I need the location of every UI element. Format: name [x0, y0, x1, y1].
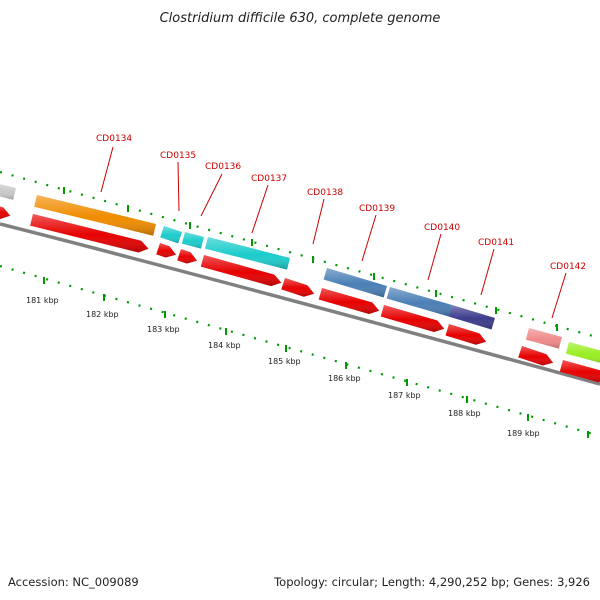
cds-arrow[interactable]: [200, 255, 282, 287]
cds-arrow[interactable]: [318, 288, 380, 314]
map-title: Clostridium difficile 630, complete geno…: [160, 11, 441, 26]
leader-line: [100, 146, 114, 193]
gene-label-cd0137[interactable]: CD0137: [251, 174, 287, 184]
gene-bar-cd0142[interactable]: [525, 328, 562, 349]
gene-label-cd0138[interactable]: CD0138: [307, 188, 343, 198]
gene-bar-left-edge[interactable]: [0, 183, 16, 200]
cds-arrow[interactable]: [559, 360, 600, 383]
gene-bar-cd0137[interactable]: [205, 237, 290, 270]
gene-bar-cd0135[interactable]: [160, 226, 182, 244]
kbp-label: 189 kbp: [507, 429, 540, 438]
gene-track: [0, 183, 600, 365]
gene-bar-cd0136[interactable]: [181, 232, 204, 249]
kbp-label: 181 kbp: [26, 296, 59, 305]
cds-track: [0, 205, 600, 383]
gene-bar-cd0139[interactable]: [386, 287, 452, 317]
gene-label-cd0136[interactable]: CD0136: [205, 162, 241, 172]
leader-line: [361, 214, 377, 262]
cds-arrow[interactable]: [0, 205, 11, 219]
cds-arrow[interactable]: [380, 305, 445, 332]
gene-label-cd0139[interactable]: CD0139: [359, 204, 395, 214]
kbp-label: 186 kbp: [328, 374, 361, 383]
kbp-label: 185 kbp: [268, 357, 301, 366]
leader-line: [427, 233, 442, 281]
kbp-label: 184 kbp: [208, 341, 241, 350]
cds-arrow[interactable]: [445, 324, 487, 345]
cds-arrow[interactable]: [281, 278, 315, 297]
gene-bar-cd0134[interactable]: [34, 195, 157, 236]
gene-label-cd0140[interactable]: CD0140: [424, 223, 460, 233]
leader-line: [312, 198, 325, 245]
cds-arrow[interactable]: [156, 243, 177, 258]
gene-label-cd0141[interactable]: CD0141: [478, 238, 514, 248]
cds-arrow[interactable]: [177, 249, 198, 264]
leader-line: [480, 248, 495, 296]
cds-arrow[interactable]: [30, 214, 149, 253]
genome-backbone: [0, 222, 600, 386]
cds-arrow[interactable]: [518, 346, 554, 366]
accession-text: Accession: NC_009089: [8, 575, 139, 589]
gene-label-cd0134[interactable]: CD0134: [96, 134, 132, 144]
leader-line: [200, 173, 223, 217]
kbp-label: 183 kbp: [147, 325, 180, 334]
kbp-label: 188 kbp: [448, 409, 481, 418]
major-ticks: [43, 187, 589, 438]
kbp-label: 182 kbp: [86, 310, 119, 319]
leader-line: [177, 161, 180, 212]
gene-label-cd0142[interactable]: CD0142: [550, 262, 586, 272]
label-leaders: [100, 146, 567, 319]
gene-bar-cd0141[interactable]: [448, 305, 496, 330]
gene-bar-cd0138[interactable]: [323, 268, 387, 298]
leader-line: [251, 184, 269, 234]
genome-summary-text: Topology: circular; Length: 4,290,252 bp…: [273, 575, 590, 589]
leader-line: [551, 272, 567, 319]
gene-label-cd0135[interactable]: CD0135: [160, 151, 196, 161]
gene-bar-right-edge[interactable]: [565, 342, 600, 365]
kbp-label: 187 kbp: [388, 391, 421, 400]
